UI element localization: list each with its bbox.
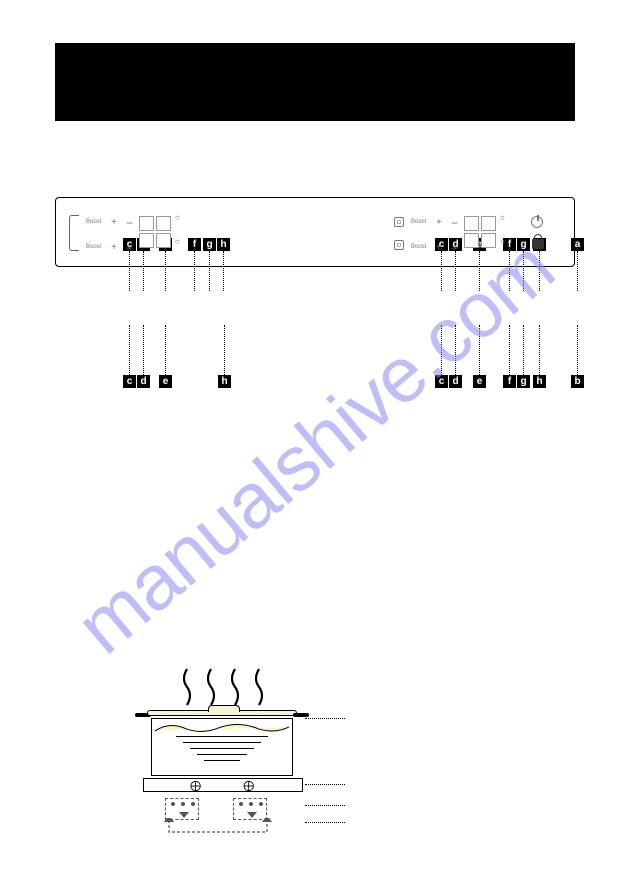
boost-label-left-bottom: Boost — [86, 244, 101, 250]
document-page: cdefghcdefgha Boost Boost + + − − ⏱ ⏱ Bo… — [0, 0, 629, 893]
plus-button-right-top[interactable]: + — [436, 217, 442, 228]
leader-line — [577, 325, 578, 375]
diagram-leader-line — [305, 822, 345, 823]
display-grid-right — [464, 216, 496, 248]
control-panel-diagram: cdefghcdefgha Boost Boost + + − − ⏱ ⏱ Bo… — [55, 197, 575, 267]
steam-line-icon — [180, 667, 194, 707]
leader-line — [129, 325, 130, 375]
leader-line — [577, 251, 578, 291]
plus-button-right-bottom[interactable]: + — [436, 242, 442, 253]
callout-label-d: d — [137, 375, 150, 388]
pot-content-line — [183, 742, 261, 743]
timer-icon-right-top: ⏱ — [500, 216, 505, 223]
induction-coil-left — [165, 798, 199, 820]
pot-lid-handle-right — [293, 713, 309, 717]
leader-line — [539, 325, 540, 375]
hob-surface — [143, 778, 303, 792]
callout-label-g: g — [517, 375, 530, 388]
induction-coil-right — [233, 798, 267, 820]
leader-line — [509, 325, 510, 375]
zone-select-icon-right-top[interactable] — [394, 217, 404, 227]
display-grid-left — [139, 216, 171, 248]
plus-button-left-top[interactable]: + — [111, 217, 117, 228]
pot-content-line — [190, 748, 254, 749]
induction-principle-diagram — [125, 670, 355, 850]
callout-label-b: b — [571, 375, 584, 388]
callout-label-c: c — [435, 375, 448, 388]
minus-button-right-bottom[interactable]: − — [451, 241, 458, 255]
steam-line-icon — [252, 667, 266, 707]
callout-label-c: c — [123, 375, 136, 388]
callout-label-h: h — [533, 375, 546, 388]
boost-label-left-top: Boost — [86, 219, 101, 225]
pot-content-line — [204, 760, 240, 761]
pot-content-line — [176, 736, 268, 737]
section-header-bar — [55, 43, 575, 121]
control-panel-frame: Boost Boost + + − − ⏱ ⏱ Boost Boost + + … — [55, 197, 575, 267]
zone-select-icon-right-bottom[interactable] — [394, 240, 404, 250]
power-icon[interactable] — [531, 216, 543, 228]
callout-label-e: e — [473, 375, 486, 388]
diagram-leader-line — [305, 784, 345, 785]
steam-line-icon — [204, 667, 218, 707]
callout-label-d: d — [449, 375, 462, 388]
boost-label-right-bottom: Boost — [411, 244, 426, 250]
minus-button-left-bottom[interactable]: − — [126, 241, 133, 255]
callout-label-f: f — [503, 375, 516, 388]
timer-icon-right-bottom: ⏱ — [500, 240, 505, 247]
leader-line — [523, 325, 524, 375]
leader-line — [479, 325, 480, 375]
callout-label-e: e — [159, 375, 172, 388]
diagram-leader-line — [305, 718, 345, 719]
diagram-leader-line — [305, 805, 345, 806]
boost-label-right-top: Boost — [411, 219, 426, 225]
plus-button-left-bottom[interactable]: + — [111, 242, 117, 253]
current-loop-line — [159, 818, 279, 842]
timer-icon-left-top: ⏱ — [175, 216, 180, 223]
leader-line — [455, 325, 456, 375]
lock-icon[interactable] — [532, 239, 544, 249]
pot-lid — [147, 710, 297, 716]
timer-icon-left-bottom: ⏱ — [175, 240, 180, 247]
minus-button-left-top[interactable]: − — [126, 216, 133, 230]
leader-line — [224, 325, 225, 375]
pot-body — [151, 718, 293, 776]
leader-line — [165, 325, 166, 375]
callout-label-h: h — [218, 375, 231, 388]
steam-line-icon — [228, 667, 242, 707]
leader-line — [143, 325, 144, 375]
flex-zone-bracket-icon — [69, 215, 79, 251]
leader-line — [441, 325, 442, 375]
minus-button-right-top[interactable]: − — [451, 216, 458, 230]
pot-content-line — [197, 754, 247, 755]
